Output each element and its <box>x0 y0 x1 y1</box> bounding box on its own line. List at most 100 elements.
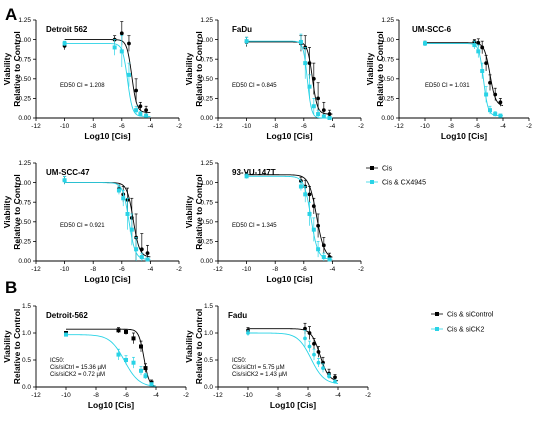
x-tick-label: -2 <box>358 123 364 130</box>
x-tick-label: -12 <box>31 123 41 130</box>
legend-b-label-cyan: Cis & siCK2 <box>447 327 484 334</box>
x-tick-label: -8 <box>448 123 454 130</box>
x-tick-label: -12 <box>31 266 41 273</box>
y-tick-label: 0.50 <box>200 76 213 83</box>
data-point <box>476 49 481 54</box>
chart-title: UM-SCC-6 <box>412 25 452 34</box>
legend-a-marker-cyan <box>370 180 374 184</box>
fit-curve-black <box>246 174 333 258</box>
y-axis-label: ViabilityRelative to Control <box>2 309 22 385</box>
data-point <box>62 41 67 46</box>
data-point <box>311 204 316 209</box>
y-axis-label: ViabilityRelative to Control <box>365 31 385 107</box>
data-point <box>138 104 143 109</box>
x-tick-label: -4 <box>500 123 506 130</box>
data-point <box>321 366 325 370</box>
x-tick-label: -2 <box>526 123 532 130</box>
x-tick-label: -10 <box>242 123 252 130</box>
x-tick-label: -6 <box>119 266 125 273</box>
x-tick-label: -10 <box>420 123 430 130</box>
data-point <box>311 76 316 81</box>
data-point <box>124 329 128 334</box>
data-point <box>119 49 124 54</box>
data-point <box>145 257 150 262</box>
data-point <box>327 374 331 379</box>
data-point <box>64 332 68 337</box>
data-point <box>126 72 131 77</box>
data-point <box>333 375 337 380</box>
data-point <box>321 255 326 260</box>
x-tick-label: -10 <box>60 123 70 130</box>
y-tick-label: 1.25 <box>18 160 31 167</box>
x-tick-label: -2 <box>365 392 371 399</box>
data-point <box>303 192 308 197</box>
data-point <box>139 368 143 373</box>
x-tick-label: -6 <box>305 392 311 399</box>
chart-annotation: Cis/siCK2 = 1.43 µM <box>232 372 287 378</box>
y-axis-label-line: Relative to Control <box>12 174 22 250</box>
data-point <box>307 61 312 66</box>
fit-curve-black <box>64 182 151 258</box>
y-axis-label-line: Viability <box>184 330 194 363</box>
panel-letter-a: A <box>5 5 17 24</box>
fit-curve-black <box>246 41 333 115</box>
y-tick-label: 0.25 <box>200 239 213 246</box>
y-tick-label: 0.00 <box>200 258 213 265</box>
y-axis-label-line: Viability <box>184 196 194 229</box>
x-tick-label: -8 <box>275 392 281 399</box>
y-tick-label: 1.0 <box>204 330 213 337</box>
y-tick-label: 1.00 <box>18 180 31 187</box>
data-point <box>131 336 136 341</box>
x-tick-label: -6 <box>119 123 125 130</box>
x-axis-label: Log10 [Cis] <box>84 131 130 141</box>
x-tick-label: -8 <box>90 123 96 130</box>
data-point <box>62 178 67 183</box>
y-axis-label-line: Relative to Control <box>194 174 204 250</box>
y-tick-label: 0.75 <box>200 199 213 206</box>
chart-annotation: ED50 CI = 1.208 <box>60 83 105 89</box>
x-tick-label: -10 <box>242 266 252 273</box>
data-point <box>498 100 503 105</box>
chart-title: FaDu <box>232 25 252 34</box>
data-point <box>484 92 489 97</box>
y-tick-label: 0.0 <box>204 384 213 391</box>
data-point <box>143 366 148 371</box>
data-point <box>498 113 503 118</box>
data-point <box>316 223 320 228</box>
data-point <box>149 382 154 387</box>
data-point <box>312 341 316 346</box>
y-tick-label: 0.50 <box>200 219 213 226</box>
x-tick-label: -12 <box>213 392 223 399</box>
y-axis-label: ViabilityRelative to Control <box>2 31 22 107</box>
data-point <box>138 112 143 117</box>
y-axis-label-line: Relative to Control <box>12 31 22 107</box>
x-tick-label: -12 <box>31 392 41 399</box>
y-axis-label: ViabilityRelative to Control <box>184 309 204 385</box>
data-point <box>327 257 332 262</box>
y-tick-label: 0.0 <box>22 384 31 391</box>
chart-annotation: Cis/siCtrl = 15.36 µM <box>50 365 106 371</box>
data-point <box>307 331 312 335</box>
y-axis-label: ViabilityRelative to Control <box>184 174 204 250</box>
x-tick-label: -2 <box>176 266 182 273</box>
data-point <box>488 80 492 85</box>
chart-annotation: IC50: <box>232 358 247 364</box>
x-tick-label: -10 <box>60 266 70 273</box>
y-axis-label-line: Relative to Control <box>375 31 385 107</box>
y-axis-label-line: Relative to Control <box>12 309 22 385</box>
y-tick-label: 1.0 <box>22 330 31 337</box>
data-point <box>316 360 321 365</box>
data-point <box>311 227 316 232</box>
data-point <box>116 352 121 357</box>
x-tick-label: -4 <box>330 266 336 273</box>
x-axis-label: Log10 [Cis] <box>270 400 316 410</box>
x-tick-label: -8 <box>272 266 278 273</box>
y-tick-label: 0.50 <box>381 76 394 83</box>
fit-curve-black <box>425 42 504 107</box>
data-point <box>480 68 485 73</box>
y-tick-label: 1.5 <box>22 303 31 310</box>
data-point <box>316 350 321 354</box>
x-tick-label: -4 <box>330 123 336 130</box>
y-axis-label-line: Relative to Control <box>194 309 204 385</box>
data-point <box>112 45 117 50</box>
